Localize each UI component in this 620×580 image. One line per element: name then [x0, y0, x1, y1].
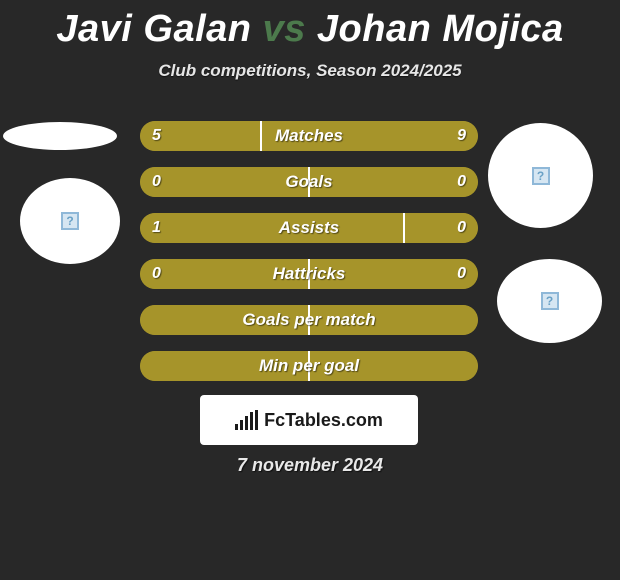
- subtitle: Club competitions, Season 2024/2025: [0, 61, 620, 81]
- stat-value-right: 9: [457, 121, 466, 151]
- decor-ellipse: [3, 122, 117, 150]
- decor-circle-right-bottom: ?: [497, 259, 602, 343]
- stat-row: Min per goal: [140, 351, 478, 381]
- stat-rows-container: Matches59Goals00Assists10Hattricks00Goal…: [140, 121, 478, 397]
- logo-bars-icon: [235, 410, 258, 430]
- comparison-title: Javi Galan vs Johan Mojica: [0, 0, 620, 51]
- placeholder-icon: ?: [541, 292, 559, 310]
- logo-box: FcTables.com: [200, 395, 418, 445]
- stat-label: Min per goal: [140, 351, 478, 381]
- logo: FcTables.com: [235, 410, 383, 431]
- stat-label: Goals per match: [140, 305, 478, 335]
- stat-value-left: 0: [152, 167, 161, 197]
- stat-label: Assists: [140, 213, 478, 243]
- decor-circle-right-top: ?: [488, 123, 593, 228]
- stat-label: Matches: [140, 121, 478, 151]
- snapshot-date: 7 november 2024: [0, 455, 620, 476]
- player1-name: Javi Galan: [56, 8, 251, 50]
- stat-label: Hattricks: [140, 259, 478, 289]
- stat-row: Matches5 9: [140, 121, 478, 151]
- stat-value-right: 0: [457, 259, 466, 289]
- stat-value-right: 0: [457, 213, 466, 243]
- vs-text: vs: [263, 8, 306, 50]
- placeholder-icon: ?: [532, 167, 550, 185]
- stat-row: Goals per match: [140, 305, 478, 335]
- stat-row: Hattricks0 0: [140, 259, 478, 289]
- stat-row: Goals0 0: [140, 167, 478, 197]
- placeholder-icon: ?: [61, 212, 79, 230]
- stat-value-right: 0: [457, 167, 466, 197]
- stat-value-left: 0: [152, 259, 161, 289]
- logo-text: FcTables.com: [264, 410, 383, 431]
- decor-circle-left: ?: [20, 178, 120, 264]
- stat-value-left: 1: [152, 213, 161, 243]
- stat-label: Goals: [140, 167, 478, 197]
- stat-value-left: 5: [152, 121, 161, 151]
- player2-name: Johan Mojica: [317, 8, 564, 50]
- stat-row: Assists1 0: [140, 213, 478, 243]
